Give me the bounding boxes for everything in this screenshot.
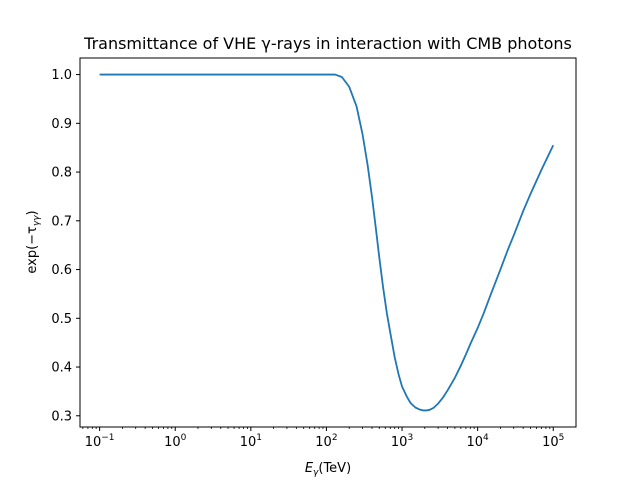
x-tick-label-base: 10: [85, 435, 102, 450]
x-tick-label: 103: [391, 433, 413, 450]
x-axis-label: Eγ(TeV): [305, 461, 351, 478]
x-tick-label: 10−1: [85, 433, 115, 450]
y-tick-label: 0.6: [51, 263, 72, 278]
x-axis-label-unit: (TeV): [318, 461, 351, 476]
y-tick-label: 0.8: [51, 166, 72, 181]
y-tick-label: 0.5: [51, 312, 72, 327]
x-tick-label-base: 10: [391, 435, 408, 450]
x-axis-label-sub: γ: [313, 468, 319, 478]
y-tick-label: 1.0: [51, 68, 72, 83]
x-tick-label-exponent: 0: [181, 433, 187, 443]
x-tick-label: 101: [240, 433, 262, 450]
y-axis-label: exp(−τγγ): [25, 210, 42, 273]
y-tick-label: 0.7: [51, 214, 72, 229]
x-tick-label-exponent: 3: [407, 433, 413, 443]
y-axis-label-sub: γγ: [32, 215, 42, 226]
x-tick-label-base: 10: [542, 435, 559, 450]
x-tick-label-exponent: 1: [256, 433, 262, 443]
y-axis-label-prefix: exp(−τ: [25, 226, 40, 274]
y-tick-label: 0.4: [51, 361, 72, 376]
x-tick-label-exponent: −1: [101, 433, 114, 443]
x-tick-label-base: 10: [164, 435, 181, 450]
x-tick-label-base: 10: [315, 435, 332, 450]
x-tick-label-exponent: 2: [332, 433, 338, 443]
x-tick-label-base: 10: [466, 435, 483, 450]
x-axis-label-base: E: [305, 461, 314, 476]
y-tick-label: 0.3: [51, 409, 72, 424]
chart-title: Transmittance of VHE γ-rays in interacti…: [83, 34, 572, 53]
y-axis-label-suffix: ): [25, 210, 40, 215]
x-tick-label: 105: [542, 433, 564, 450]
y-tick-label: 0.9: [51, 117, 72, 132]
plot-area: [79, 57, 577, 428]
x-tick-label-base: 10: [240, 435, 257, 450]
ticks-layer: 10−1 100 101 102 103 104 1050.30.40.50.60.70.8…: [51, 68, 564, 450]
transmittance-curve: [99, 73, 555, 412]
x-tick-label: 104: [466, 433, 489, 450]
x-tick-label: 102: [315, 433, 337, 450]
x-tick-label-exponent: 4: [483, 433, 489, 443]
x-tick-label-exponent: 5: [559, 433, 565, 443]
x-tick-label: 100: [164, 433, 187, 450]
